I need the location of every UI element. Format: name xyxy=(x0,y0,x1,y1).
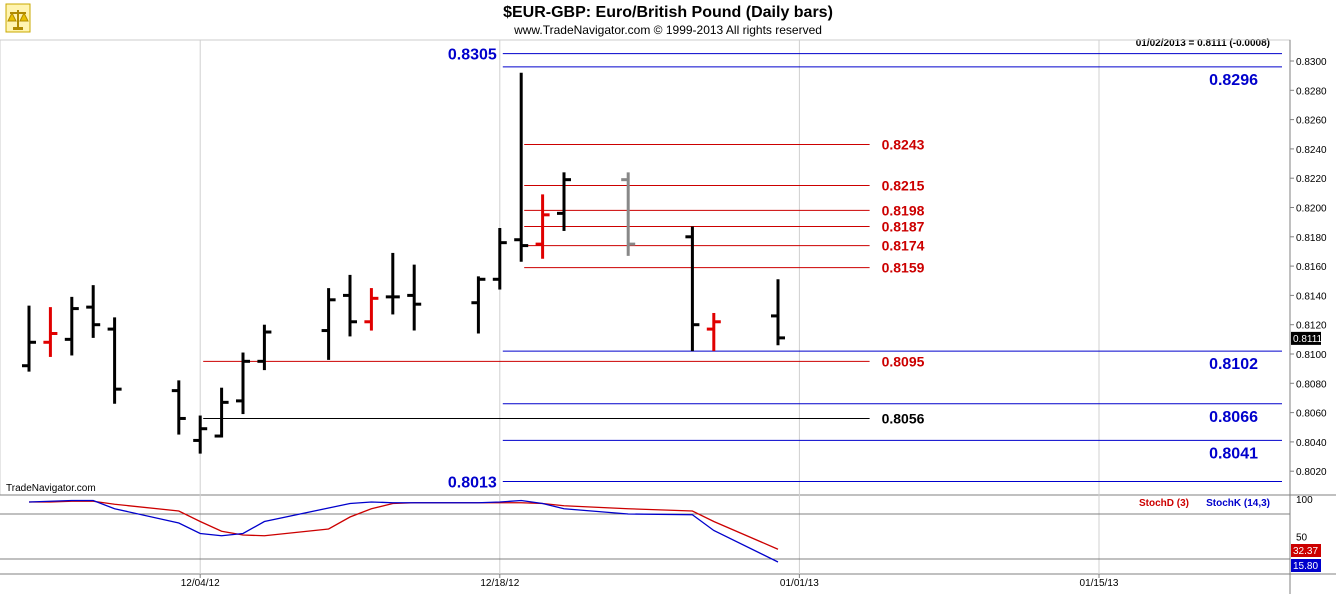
ohlc-bar xyxy=(771,279,785,346)
watermark: TradeNavigator.com xyxy=(6,483,96,494)
y-tick-label: 0.8180 xyxy=(1296,233,1327,244)
legend-stochd: StochD (3) xyxy=(1139,498,1189,509)
ohlc-bar xyxy=(193,415,208,454)
stoch-line-d xyxy=(29,500,779,550)
ohlc-bar xyxy=(407,264,422,331)
ohlc-bar xyxy=(685,226,700,352)
stoch-value-tag xyxy=(1291,544,1321,557)
level-label-0.8095: 0.8095 xyxy=(882,353,925,369)
date-axis: 12/04/12 12/18/12 01/01/13 01/15/13 xyxy=(181,574,1119,589)
level-label-0.8198: 0.8198 xyxy=(882,202,925,218)
y-tick-label: 0.8220 xyxy=(1296,174,1327,185)
stochastic-panel: 100 50 32.37 15.80 xyxy=(0,495,1321,572)
level-label-0.8296: 0.8296 xyxy=(1209,72,1258,89)
x-tick-label: 12/04/12 xyxy=(181,578,220,589)
y-tick-label: 0.8200 xyxy=(1296,204,1327,215)
current-price-tag: 0.8111 xyxy=(1291,331,1323,345)
vertical-grid xyxy=(199,40,1100,574)
stoch-line-k xyxy=(28,499,779,563)
ohlc-bar xyxy=(43,307,58,357)
ohlc-bar xyxy=(171,380,186,435)
ohlc-bar xyxy=(492,228,507,290)
level-label-0.8102: 0.8102 xyxy=(1209,356,1258,373)
stoch-value-label: 15.80 xyxy=(1293,561,1318,572)
ohlc-bar xyxy=(214,387,229,438)
current-price-label: 0.8111 xyxy=(1293,334,1323,345)
y-tick-label: 0.8040 xyxy=(1296,438,1327,449)
level-label-0.8056: 0.8056 xyxy=(882,410,925,426)
ohlc-bar xyxy=(621,172,636,256)
y-tick-label: 0.8020 xyxy=(1296,467,1327,478)
ohlc-bar xyxy=(557,172,571,231)
level-label-0.8174: 0.8174 xyxy=(882,238,925,254)
y-tick-label: 0.8280 xyxy=(1296,86,1327,97)
chart-subtitle: www.TradeNavigator.com © 1999-2013 All r… xyxy=(513,23,822,37)
ohlc-bar xyxy=(321,288,336,360)
stoch-y-label: 100 xyxy=(1296,495,1313,506)
ohlc-bar xyxy=(364,288,379,331)
level-label-0.8066: 0.8066 xyxy=(1209,409,1258,426)
y-tick-label: 0.8080 xyxy=(1296,379,1327,390)
stoch-y-label: 50 xyxy=(1296,533,1308,544)
ohlc-bar xyxy=(257,324,272,371)
y-tick-label: 0.8100 xyxy=(1296,350,1327,361)
ohlc-bar xyxy=(535,194,550,259)
x-tick-label: 01/01/13 xyxy=(780,578,819,589)
y-tick-label: 0.8160 xyxy=(1296,262,1327,273)
stoch-value-label: 32.37 xyxy=(1293,546,1318,557)
scales-icon xyxy=(5,3,31,33)
ohlc-bar xyxy=(385,252,400,315)
level-label-0.8243: 0.8243 xyxy=(882,137,925,153)
ohlc-bar xyxy=(343,274,357,337)
level-label-0.8215: 0.8215 xyxy=(882,178,925,194)
chart-title: $EUR-GBP: Euro/British Pound (Daily bars… xyxy=(503,4,833,21)
ohlc-bar xyxy=(236,352,250,415)
ohlc-bar xyxy=(706,312,721,352)
y-tick-label: 0.8120 xyxy=(1296,321,1327,332)
price-axis: 0.8020 0.8040 0.8060 0.8080 0.8100 0.8120 0.81… xyxy=(1290,57,1327,478)
y-tick-label: 0.8240 xyxy=(1296,145,1327,156)
stoch-value-tag xyxy=(1291,559,1321,572)
x-tick-label: 01/15/13 xyxy=(1080,578,1119,589)
y-tick-label: 0.8300 xyxy=(1296,57,1327,68)
ohlc-bar xyxy=(107,317,122,404)
level-label-0.8305: 0.8305 xyxy=(448,47,497,64)
level-label-0.8041: 0.8041 xyxy=(1209,445,1258,462)
y-tick-label: 0.8140 xyxy=(1296,291,1327,302)
ohlc-bar xyxy=(22,305,36,372)
ohlc-bar xyxy=(471,276,486,334)
level-label-0.8159: 0.8159 xyxy=(882,260,925,276)
y-tick-label: 0.8060 xyxy=(1296,409,1327,420)
ohlc-bars xyxy=(22,72,785,454)
ohlc-bar xyxy=(514,72,529,262)
price-readout: 01/02/2013 = 0.8111 (-0.0008) xyxy=(1136,38,1270,49)
level-label-0.8187: 0.8187 xyxy=(882,219,925,235)
ohlc-bar xyxy=(64,296,79,356)
ohlc-bar xyxy=(86,285,101,338)
legend-stochk: StochK (14,3) xyxy=(1206,498,1270,509)
y-tick-label: 0.8260 xyxy=(1296,116,1327,127)
level-label-0.8013: 0.8013 xyxy=(448,474,497,491)
x-tick-label: 12/18/12 xyxy=(480,578,519,589)
